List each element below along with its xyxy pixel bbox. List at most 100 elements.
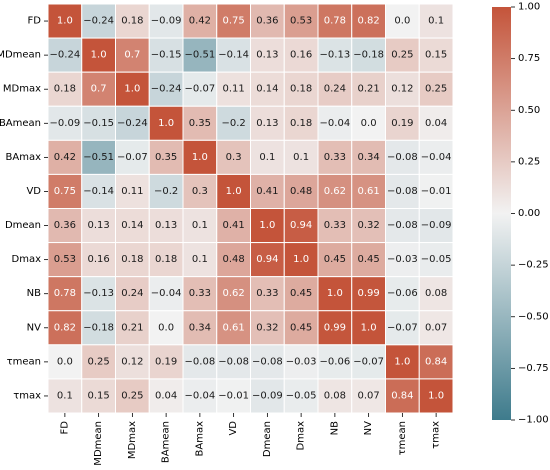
cell-value-label: −0.01 [218,390,249,401]
cell-value-label: 0.62 [324,186,346,197]
heatmap-cell [418,208,454,244]
cell-value-label: 0.13 [256,50,278,61]
heatmap-cell [418,242,454,278]
x-tick-label: BAmax [194,421,205,457]
heatmap-cell [351,37,386,73]
cell-value-label: 0.18 [290,118,312,129]
cell-value-label: 0.1 [192,254,208,265]
heatmap-cell [216,344,251,380]
colorbar-tick-label: 0.25 [518,156,540,167]
cell-value-label: 0.18 [155,254,177,265]
x-tick-label: τmean [397,421,408,455]
cell-value-label: 0.3 [192,186,208,197]
cell-value-label: 0.24 [324,84,346,95]
cell-value-label: 0.94 [256,254,278,265]
cell-value-label: 1.0 [124,84,140,95]
cell-value-label: 0.18 [54,84,76,95]
y-tick-label: NV [27,322,41,333]
heatmap-cell [250,310,285,346]
colorbar-tick-label: −1.00 [518,415,549,426]
cell-value-label: 0.04 [425,118,447,129]
x-tick-label: Dmax [296,421,307,451]
heatmap-cell [385,242,420,278]
heatmap-cell [81,310,116,346]
heatmap-cell [418,71,454,107]
x-axis-labels: FD MDmean MDmax BAmean BAmax VD Dmean Dmax NB NV τ… [59,413,442,466]
cell-value-label: −0.09 [421,220,452,231]
heatmap-cell [418,173,454,210]
cell-value-label: −0.13 [320,50,351,61]
y-tick-label: τmax [13,390,41,401]
cell-value-label: 0.61 [357,186,379,197]
cell-value-label: 0.16 [290,50,312,61]
heatmap-cell [148,173,184,210]
cell-value-label: 0.18 [121,16,143,27]
heatmap-cell [47,344,83,380]
cell-value-label: 0.75 [222,16,244,27]
cell-value-label: −0.2 [154,186,178,197]
cell-value-label: 0.1 [293,152,309,163]
cell-value-label: −0.24 [151,84,182,95]
cell-value-label: 0.1 [259,152,275,163]
cell-value-label: −0.06 [387,288,418,299]
heatmap-cell [47,139,83,175]
y-tick-label: Dmax [12,254,42,265]
x-tick-label: NV [363,421,374,435]
cell-value-label: 0.11 [121,186,143,197]
cell-value-label: −0.04 [151,288,182,299]
colorbar: 1.00 0.75 0.50 0.25 0.00 −0.25 −0.50 −0.75 −1.00 [492,2,549,426]
y-tick-label: VD [26,186,41,197]
cell-value-label: −0.08 [387,186,418,197]
cell-value-label: 0.7 [124,50,140,61]
y-tick-label: BAmax [6,152,42,163]
cell-value-label: 0.1 [192,220,208,231]
cell-value-label: 0.0 [361,118,377,129]
cell-value-label: −0.15 [83,118,114,129]
heatmap-cell [418,276,454,312]
cell-value-label: −0.14 [218,50,249,61]
cell-value-label: 0.18 [121,254,143,265]
colorbar-tick-label: 0.75 [518,53,540,64]
cell-value-label: −0.09 [151,16,182,27]
y-tick-label: NB [27,288,41,299]
heatmap-cell [216,3,251,39]
heatmap-cell [385,105,420,141]
heatmap-cell [250,71,285,107]
heatmap-cell [283,173,319,210]
heatmap-cell [115,276,150,312]
heatmap-cell [250,37,285,73]
heatmap-cell [148,208,184,244]
cell-value-label: −0.13 [83,288,114,299]
heatmap-cell [351,105,386,141]
cell-value-label: 0.1 [428,16,444,27]
colorbar-gradient [492,7,511,420]
cell-value-label: 0.14 [256,84,278,95]
cell-value-label: 0.32 [357,220,379,231]
heatmap-cell [182,37,218,73]
cell-value-label: 0.99 [324,322,346,333]
colorbar-tick-label: 1.00 [518,2,540,13]
heatmap-cell [115,139,150,175]
heatmap-cell [182,139,218,175]
cell-value-label: −0.24 [83,16,114,27]
heatmap-cell [317,276,353,312]
y-tick-label: BAmean [0,118,41,129]
x-tick-label: τmax [431,421,442,449]
cell-value-label: 0.14 [121,220,143,231]
cell-value-label: −0.07 [353,356,384,367]
cell-value-label: 0.25 [121,390,143,401]
cell-value-label: 0.3 [226,152,242,163]
heatmap-cell [148,310,184,346]
cell-value-label: 1.0 [428,390,444,401]
heatmap-cell [115,242,150,278]
heatmap-cell [250,208,285,244]
cell-value-label: 0.53 [54,254,76,265]
cell-value-label: 0.08 [425,288,447,299]
heatmap-cell [385,310,420,346]
cell-value-label: 0.45 [357,254,379,265]
heatmap-cell [317,105,353,141]
cell-value-label: 0.82 [357,16,379,27]
heatmap-cell [250,378,285,414]
cell-value-label: 0.84 [391,390,413,401]
cell-value-label: 1.0 [57,16,73,27]
